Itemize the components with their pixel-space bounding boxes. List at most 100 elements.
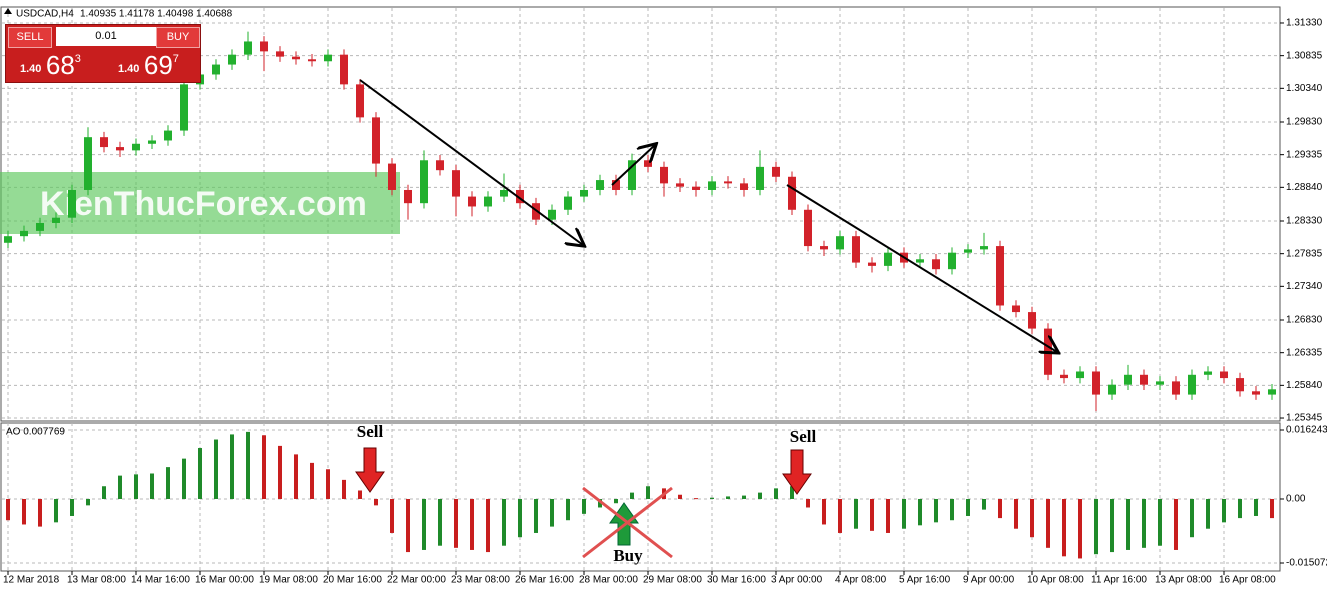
bid-price[interactable]: 1.40 683 bbox=[20, 50, 114, 80]
ao-bar bbox=[902, 498, 906, 529]
candle-body bbox=[20, 230, 28, 237]
x-tick-label: 11 Apr 16:00 bbox=[1091, 575, 1147, 586]
ask-price[interactable]: 1.40 697 bbox=[118, 50, 212, 80]
ao-bar bbox=[1238, 498, 1242, 519]
y-tick-label: 0.00 bbox=[1286, 494, 1306, 505]
ao-bar bbox=[86, 498, 90, 506]
ao-bar bbox=[454, 498, 458, 548]
ao-bar bbox=[1110, 498, 1114, 553]
ao-bar bbox=[502, 498, 506, 546]
ao-bar bbox=[486, 498, 490, 553]
ao-bar bbox=[390, 498, 394, 533]
candle-body bbox=[1268, 389, 1276, 395]
candle-body bbox=[708, 181, 716, 190]
ao-bar bbox=[870, 498, 874, 531]
candle-body bbox=[868, 262, 876, 266]
ao-bar bbox=[1046, 498, 1050, 548]
ao-bar bbox=[358, 490, 362, 499]
y-tick-label: 1.27835 bbox=[1286, 248, 1323, 259]
one-click-trading: SELL 0.01 BUY 1.40 683 1.40 697 bbox=[5, 24, 201, 83]
watermark: KienThucForex.com bbox=[40, 185, 367, 223]
ao-bar bbox=[1078, 498, 1082, 559]
symbol-icon bbox=[4, 8, 12, 14]
candle-body bbox=[756, 166, 764, 190]
ao-bar bbox=[470, 498, 474, 550]
candle-body bbox=[1012, 305, 1020, 313]
ao-bar bbox=[598, 498, 602, 508]
candle-body bbox=[1188, 374, 1196, 395]
ask-point: 7 bbox=[172, 53, 179, 65]
ao-bar bbox=[838, 498, 842, 533]
ao-bar bbox=[534, 498, 538, 533]
ao-bar bbox=[966, 498, 970, 516]
ao-bar bbox=[422, 498, 426, 550]
ao-bar bbox=[694, 498, 698, 500]
y-tick-label: 1.30340 bbox=[1286, 83, 1323, 94]
lot-size[interactable]: 0.01 bbox=[56, 27, 156, 46]
cross-mark bbox=[582, 486, 673, 559]
candle-body bbox=[660, 166, 668, 184]
candle-body bbox=[948, 252, 956, 270]
candle-body bbox=[1236, 378, 1244, 392]
ao-bar bbox=[758, 492, 762, 499]
candle-body bbox=[628, 160, 636, 190]
bid-pips: 68 bbox=[45, 50, 75, 80]
candle-body bbox=[1108, 384, 1116, 395]
y-tick-label: 1.27340 bbox=[1286, 281, 1323, 292]
trend-arrow bbox=[611, 145, 655, 186]
x-tick-label: 5 Apr 16:00 bbox=[899, 575, 951, 586]
candle-body bbox=[420, 160, 428, 204]
y-tick-label: 1.26830 bbox=[1286, 315, 1323, 326]
ao-bar bbox=[518, 498, 522, 538]
ao-bar bbox=[614, 498, 618, 504]
sell-arrow bbox=[355, 447, 385, 493]
ao-bar bbox=[406, 498, 410, 553]
ao-bar bbox=[38, 498, 42, 527]
y-tick-label: 1.28330 bbox=[1286, 216, 1323, 227]
ao-bar bbox=[582, 498, 586, 514]
ao-bar bbox=[54, 498, 58, 523]
ao-bar bbox=[982, 498, 986, 510]
candle-body bbox=[484, 196, 492, 207]
x-tick-label: 26 Mar 16:00 bbox=[515, 575, 574, 586]
ao-bar bbox=[262, 435, 266, 499]
x-tick-label: 3 Apr 00:00 bbox=[771, 575, 823, 586]
ao-bar bbox=[70, 498, 74, 516]
candle-body bbox=[724, 181, 732, 184]
y-tick-label: 1.31330 bbox=[1286, 18, 1323, 29]
ask-pips: 69 bbox=[143, 50, 173, 80]
annotation: Sell bbox=[790, 427, 817, 446]
candle-body bbox=[692, 186, 700, 190]
ao-bar bbox=[1126, 498, 1130, 550]
ao-bar bbox=[1094, 498, 1098, 555]
ao-bar bbox=[726, 496, 730, 499]
ao-bar bbox=[342, 479, 346, 499]
ao-bar bbox=[278, 445, 282, 499]
x-tick-label: 10 Apr 08:00 bbox=[1027, 575, 1084, 586]
candle-body bbox=[84, 137, 92, 190]
candle-body bbox=[1140, 374, 1148, 385]
ao-bar bbox=[134, 474, 138, 499]
candle-body bbox=[452, 170, 460, 197]
candle-body bbox=[820, 246, 828, 250]
y-tick-label: 1.25840 bbox=[1286, 380, 1323, 391]
x-tick-label: 4 Apr 08:00 bbox=[835, 575, 887, 586]
candle-body bbox=[804, 209, 812, 247]
candle-body bbox=[1156, 381, 1164, 385]
candle-body bbox=[68, 189, 76, 218]
ao-bar bbox=[198, 448, 202, 499]
candle-body bbox=[964, 249, 972, 253]
buy-button[interactable]: BUY bbox=[156, 27, 200, 48]
candle-body bbox=[612, 180, 620, 190]
ao-bar bbox=[102, 486, 106, 499]
candle-body bbox=[36, 222, 44, 231]
ao-bar bbox=[22, 498, 26, 525]
candle-body bbox=[1092, 371, 1100, 395]
annotation: Sell bbox=[357, 422, 384, 441]
ao-bar bbox=[1030, 498, 1034, 538]
candle-body bbox=[548, 209, 556, 220]
sell-button[interactable]: SELL bbox=[8, 27, 52, 48]
candle-body bbox=[916, 259, 924, 263]
candle-body bbox=[852, 236, 860, 263]
